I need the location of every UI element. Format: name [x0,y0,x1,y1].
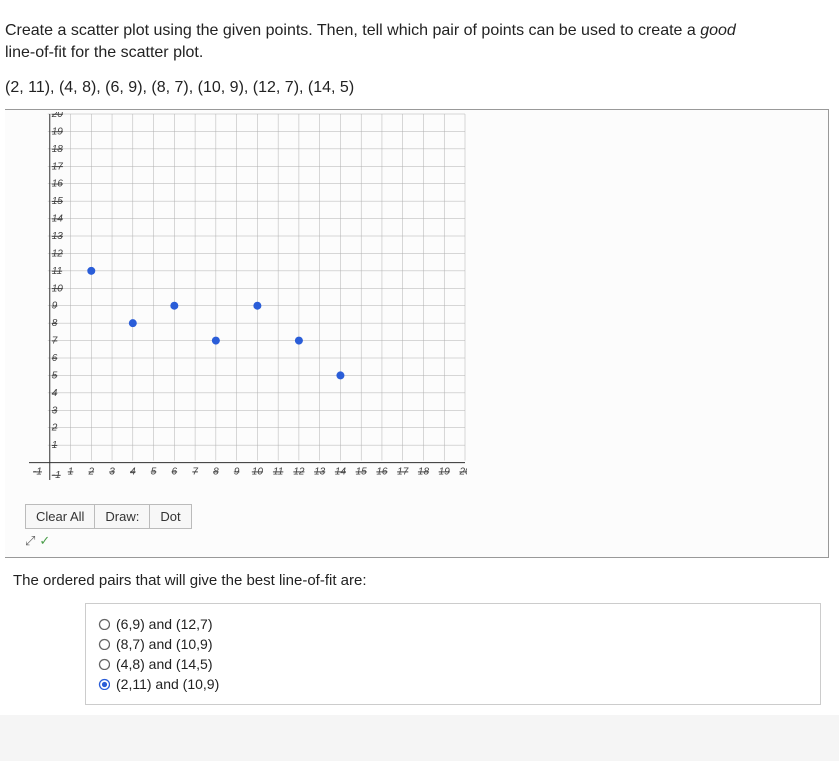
scatter-svg[interactable]: 1234567891011121314151617181920123456789… [7,112,467,502]
y-tick-label: 14 [52,213,64,224]
x-tick-label: 8 [213,466,219,477]
answer-option[interactable]: (6,9) and (12,7) [98,614,808,634]
x-tick-label: 20 [458,466,467,477]
y-tick-label: 17 [52,161,64,172]
y-tick-label: 18 [52,144,64,155]
scatter-plot[interactable]: 1234567891011121314151617181920123456789… [7,112,467,502]
y-tick-label: 7 [52,335,58,346]
y-tick-label: 13 [52,231,64,242]
y-tick-label: 15 [52,196,64,207]
scatter-dot[interactable] [212,336,220,344]
check-icon: ✓ [39,533,50,548]
radio-icon[interactable] [98,678,110,690]
scatter-dot[interactable] [170,301,178,309]
plot-toolbar: Clear All Draw: Dot [25,504,826,529]
y-tick-label: 16 [52,178,64,189]
option-label: (4,8) and (14,5) [116,656,213,672]
question-text: Create a scatter plot using the given po… [5,20,829,65]
plot-container: 1234567891011121314151617181920123456789… [5,109,829,558]
y-tick-label: 12 [52,248,64,259]
x-tick-label: 14 [335,466,347,477]
radio-icon[interactable] [98,658,110,670]
plot-under-tools: ⤢✓ [25,533,826,549]
scatter-dot[interactable] [87,267,95,275]
x-tick-label: 15 [356,466,368,477]
clear-all-button[interactable]: Clear All [25,504,95,529]
x-tick-label: 4 [130,466,136,477]
y-tick-label: 3 [52,405,58,416]
y-tick-label: 10 [52,283,64,294]
scatter-dot[interactable] [129,319,137,327]
x-tick-label: 2 [88,466,95,477]
question-italic: good [700,22,736,39]
origin-x-label: -1 [33,466,42,477]
x-tick-label: 17 [397,466,409,477]
follow-up-text: The ordered pairs that will give the bes… [13,572,829,589]
answer-options: (6,9) and (12,7) (8,7) and (10,9) (4,8) an… [85,603,821,705]
x-tick-label: 16 [376,466,388,477]
radio-icon[interactable] [98,638,110,650]
points-list: (2, 11), (4, 8), (6, 9), (8, 7), (10, 9)… [5,79,829,97]
y-tick-label: 20 [51,112,64,120]
y-tick-label: 9 [52,300,58,311]
x-tick-label: 9 [234,466,240,477]
y-tick-label: 4 [52,388,58,399]
y-tick-label: 1 [52,440,58,451]
x-tick-label: 7 [192,466,198,477]
x-tick-label: 18 [418,466,430,477]
scatter-dot[interactable] [253,301,261,309]
x-tick-label: 1 [68,466,74,477]
option-label: (8,7) and (10,9) [116,636,213,652]
scatter-dot[interactable] [295,336,303,344]
x-tick-label: 12 [293,466,305,477]
answer-option[interactable]: (8,7) and (10,9) [98,634,808,654]
x-tick-label: 5 [151,466,157,477]
y-tick-label: 2 [51,422,58,433]
option-label: (2,11) and (10,9) [116,676,219,692]
question-part1: Create a scatter plot using the given po… [5,22,700,39]
y-tick-label: 5 [52,370,58,381]
draw-button[interactable]: Draw: [95,504,150,529]
y-tick-label: 8 [52,318,58,329]
dot-button[interactable]: Dot [150,504,191,529]
x-tick-label: 13 [314,466,326,477]
y-tick-label: 6 [52,353,58,364]
origin-y-label: -1 [52,470,61,481]
answer-option[interactable]: (4,8) and (14,5) [98,654,808,674]
x-tick-label: 3 [109,466,115,477]
x-tick-label: 10 [252,466,264,477]
y-tick-label: 11 [52,266,62,277]
expand-icon[interactable]: ⤢ [25,533,35,548]
y-tick-label: 19 [52,126,64,137]
x-tick-label: 11 [273,466,283,477]
question-part2: line-of-fit for the scatter plot. [5,44,203,61]
radio-icon[interactable] [98,618,110,630]
x-tick-label: 19 [439,466,451,477]
option-label: (6,9) and (12,7) [116,616,213,632]
x-tick-label: 6 [172,466,178,477]
scatter-dot[interactable] [336,371,344,379]
answer-option[interactable]: (2,11) and (10,9) [98,674,808,694]
